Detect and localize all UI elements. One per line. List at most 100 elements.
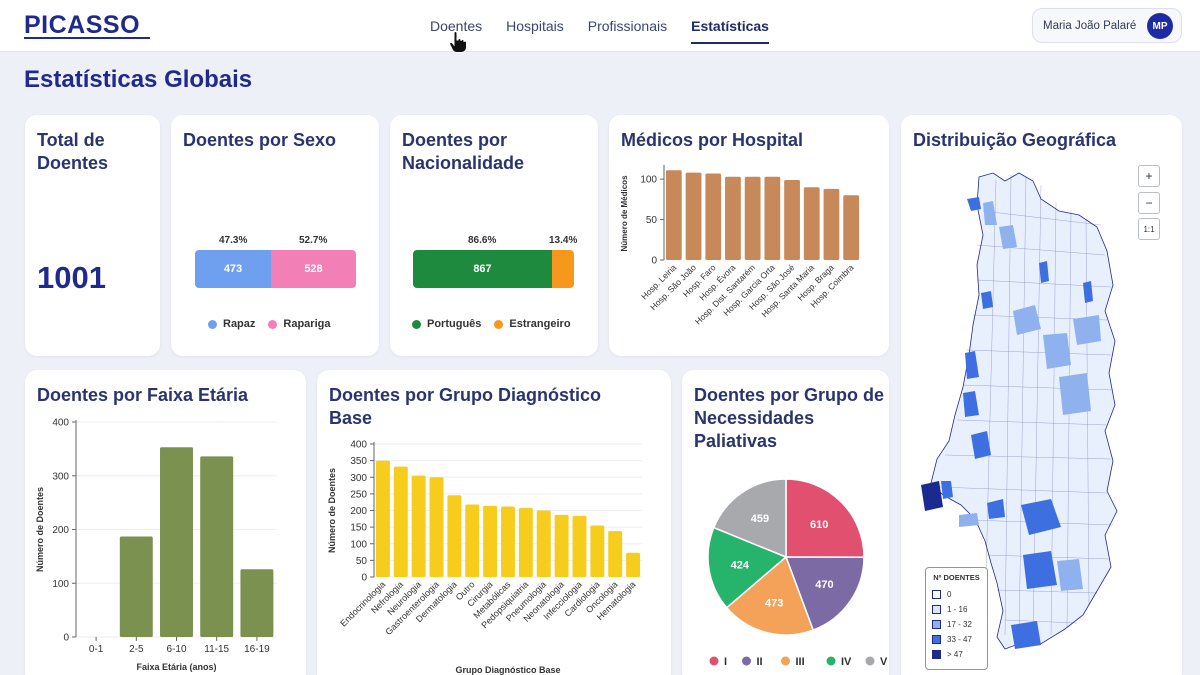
chart-bar[interactable] xyxy=(764,176,781,260)
legend-label: Estrangeiro xyxy=(509,318,571,330)
legend-label: Rapariga xyxy=(283,318,331,330)
chart-bar[interactable] xyxy=(536,510,551,578)
x-tick-label: 0-1 xyxy=(89,644,104,655)
chart-bar[interactable] xyxy=(393,466,408,577)
chart-bar[interactable] xyxy=(685,172,702,260)
legend-item-rapaz[interactable]: Rapaz xyxy=(208,318,255,330)
legend-dot-icon[interactable] xyxy=(826,656,836,666)
chart-bar[interactable] xyxy=(429,477,444,577)
bar-segment-rapariga[interactable]: 528 xyxy=(271,250,356,288)
legend-dot-icon[interactable] xyxy=(865,656,875,666)
y-tick-label: 400 xyxy=(350,440,367,451)
legend-item-rapariga[interactable]: Rapariga xyxy=(268,318,330,330)
legend-dot-icon[interactable] xyxy=(709,656,719,666)
x-axis-label: Faixa Etária (anos) xyxy=(136,662,216,672)
logo-underline xyxy=(24,37,150,39)
nav-doentes[interactable]: Doentes xyxy=(430,18,483,34)
card-title: Doentes por Nacionalidade xyxy=(402,130,525,173)
chart-bar[interactable] xyxy=(119,536,153,637)
pie-value-label: 470 xyxy=(815,579,833,591)
y-tick-label: 0 xyxy=(63,633,69,644)
pie-slice[interactable] xyxy=(725,555,815,636)
legend-label[interactable]: III xyxy=(796,656,805,668)
chart-bar[interactable] xyxy=(200,456,234,637)
nav-estatisticas[interactable]: Estatísticas xyxy=(691,0,769,52)
app-logo[interactable]: PICASSO xyxy=(24,10,140,40)
nav-profissionais[interactable]: Profissionais xyxy=(587,18,668,34)
card-title: Doentes por Sexo xyxy=(183,130,337,150)
pie-slice[interactable] xyxy=(707,526,788,609)
chart-bar[interactable] xyxy=(375,460,390,577)
pct-rapaz: 47.3% xyxy=(219,235,248,246)
chart-bar[interactable] xyxy=(823,188,840,260)
pie-value-label: 424 xyxy=(731,559,750,571)
legend-item-estrangeiro[interactable]: Estrangeiro xyxy=(494,318,571,330)
chart-bar[interactable] xyxy=(447,495,462,577)
chart-bar[interactable] xyxy=(784,179,800,260)
legend-swatch-icon xyxy=(932,635,941,644)
chart-bar[interactable] xyxy=(744,176,761,260)
chart-bar[interactable] xyxy=(803,187,820,260)
y-tick-label: 350 xyxy=(350,456,367,467)
pie-value-label: 459 xyxy=(751,513,769,525)
chart-bar[interactable] xyxy=(411,475,426,577)
chart-bar[interactable] xyxy=(608,531,623,577)
reset-zoom-button[interactable]: 1:1 xyxy=(1138,218,1160,240)
legend-dot-icon xyxy=(268,319,278,329)
legend-label[interactable]: V xyxy=(880,656,888,668)
zoom-in-button[interactable]: + xyxy=(1138,165,1160,187)
pct-estrangeiro: 13.4% xyxy=(549,235,578,246)
chart-bar[interactable] xyxy=(705,173,722,260)
legend-label[interactable]: II xyxy=(757,656,763,668)
chart-bar[interactable] xyxy=(572,515,587,577)
chart-bar[interactable] xyxy=(465,504,480,577)
legend-dot-icon[interactable] xyxy=(781,656,790,666)
legend-dot-icon xyxy=(412,319,421,329)
pie-slice[interactable] xyxy=(785,478,865,558)
pie-slice[interactable] xyxy=(712,478,787,559)
bar-segment-estrangeiro[interactable] xyxy=(552,250,574,288)
map-legend-item: 33 - 47 xyxy=(932,632,981,647)
y-tick-label: 100 xyxy=(350,539,367,550)
chart-bar[interactable] xyxy=(160,447,193,637)
chart-bar[interactable] xyxy=(725,176,741,260)
chart-bar[interactable] xyxy=(518,507,533,577)
card-title: Médicos por Hospital xyxy=(621,130,804,150)
x-tick-label: 6-10 xyxy=(166,644,186,655)
user-menu[interactable]: Maria João Palaré MP xyxy=(1032,8,1182,43)
legend-label[interactable]: I xyxy=(724,656,727,668)
legend-swatch-icon xyxy=(932,650,941,659)
nav-hospitais[interactable]: Hospitais xyxy=(506,18,564,34)
pie-slice[interactable] xyxy=(784,556,865,632)
zoom-out-button[interactable]: − xyxy=(1138,192,1160,214)
top-bar: PICASSO Doentes Hospitais Profissionais … xyxy=(0,0,1200,53)
y-tick-label: 250 xyxy=(350,489,367,500)
chart-bar[interactable] xyxy=(483,505,498,577)
chart-bar[interactable] xyxy=(590,525,605,577)
chart-bar[interactable] xyxy=(665,170,682,260)
map-legend-title: Nº DOENTES xyxy=(933,573,980,582)
legend-label[interactable]: IV xyxy=(841,656,852,668)
chart-bar[interactable] xyxy=(843,195,860,260)
bar-segment-portugues[interactable]: 867 xyxy=(413,250,552,288)
y-tick-label: 300 xyxy=(52,471,69,482)
avatar[interactable]: MP xyxy=(1147,13,1173,39)
card-title: Doentes por Grupo Diagnóstico Base xyxy=(329,385,602,428)
map-legend-item: 17 - 32 xyxy=(932,617,981,632)
legend-swatch-icon xyxy=(932,620,941,629)
y-tick-label: 100 xyxy=(52,579,69,590)
chart-bar[interactable] xyxy=(626,552,641,577)
y-tick-label: 0 xyxy=(361,573,367,584)
legend-label: 1 - 16 xyxy=(947,605,968,614)
legend-dot-icon[interactable] xyxy=(742,656,751,666)
bar-segment-rapaz[interactable]: 473 xyxy=(195,250,271,288)
legend-label: 17 - 32 xyxy=(947,620,972,629)
legend-item-portugues[interactable]: Português xyxy=(412,318,481,330)
chart-bar[interactable] xyxy=(501,506,515,577)
faixa-etaria-bar-chart: 0 100 200 300 400 Número de Doentes 0-1 2-5 6-10… xyxy=(35,418,277,672)
portugal-map[interactable] xyxy=(901,115,1182,675)
chart-bar[interactable] xyxy=(240,569,274,637)
chart-bar[interactable] xyxy=(554,514,569,577)
